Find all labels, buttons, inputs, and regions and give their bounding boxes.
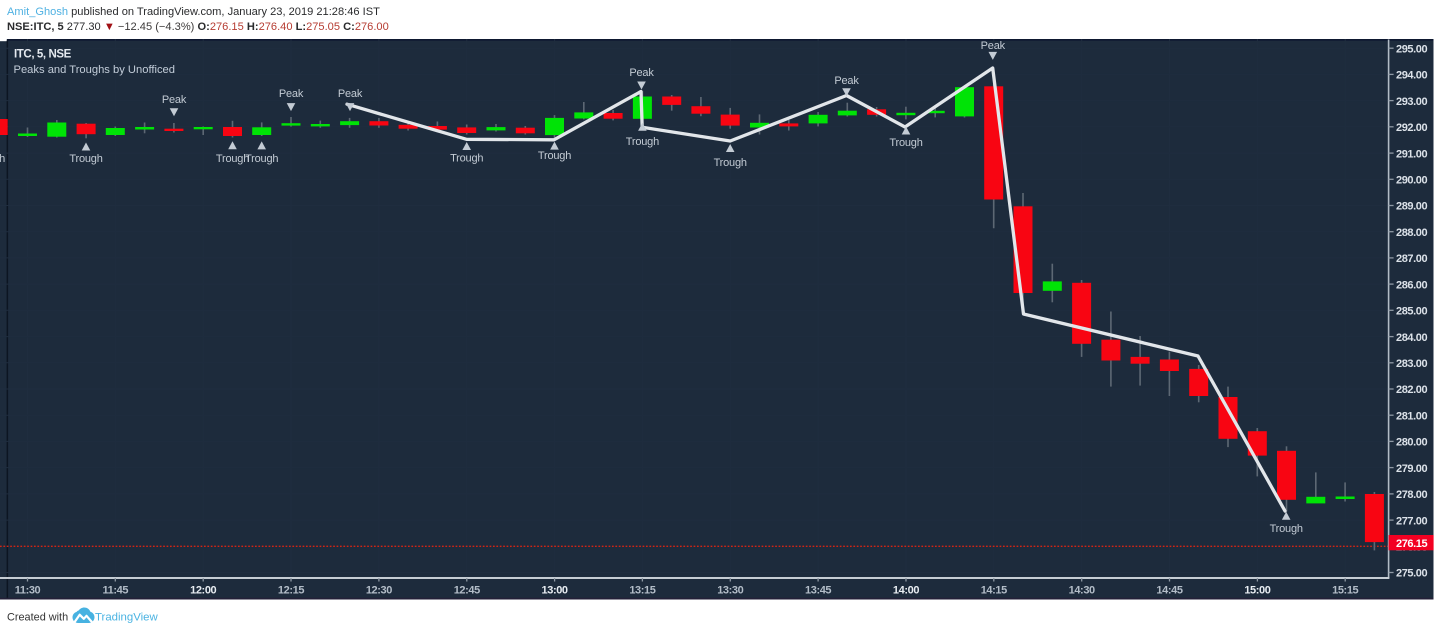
svg-text:Trough: Trough	[450, 152, 483, 164]
svg-text:280.00: 280.00	[1396, 437, 1428, 449]
svg-text:Trough: Trough	[1270, 523, 1303, 535]
svg-text:ITC, 5, NSE: ITC, 5, NSE	[14, 49, 72, 61]
svg-text:15:00: 15:00	[1244, 585, 1270, 597]
svg-text:286.00: 286.00	[1396, 279, 1428, 291]
svg-text:294.00: 294.00	[1396, 70, 1428, 82]
svg-text:11:45: 11:45	[103, 585, 129, 597]
svg-text:13:15: 13:15	[629, 585, 655, 597]
svg-text:12:30: 12:30	[366, 585, 392, 597]
svg-text:Peaks and Troughs by Unofficed: Peaks and Troughs by Unofficed	[14, 64, 176, 76]
svg-text:14:15: 14:15	[981, 585, 1007, 597]
svg-text:Trough: Trough	[626, 136, 659, 148]
svg-text:NSE:ITC, 5 277.30 ▼ −12.45 (−: NSE:ITC, 5 277.30 ▼ −12.45 (−4.3%) O:276…	[7, 21, 389, 33]
svg-text:14:30: 14:30	[1069, 585, 1095, 597]
svg-text:Amit_Ghosh published on Tradin: Amit_Ghosh published on TradingView.com,…	[7, 6, 380, 18]
svg-text:292.00: 292.00	[1396, 122, 1428, 134]
svg-text:Trough: Trough	[216, 153, 249, 165]
svg-text:Trough: Trough	[69, 153, 102, 165]
svg-text:Trough: Trough	[714, 157, 747, 169]
svg-text:11:30: 11:30	[15, 585, 41, 597]
svg-text:282.00: 282.00	[1396, 384, 1428, 396]
svg-text:277.00: 277.00	[1396, 515, 1428, 527]
svg-text:Peak: Peak	[162, 94, 187, 106]
svg-text:15:15: 15:15	[1332, 585, 1358, 597]
svg-text:281.00: 281.00	[1396, 410, 1428, 422]
svg-text:Trough: Trough	[245, 153, 278, 165]
svg-text:12:45: 12:45	[454, 585, 480, 597]
svg-text:Peak: Peak	[279, 88, 304, 100]
svg-text:289.00: 289.00	[1396, 201, 1428, 213]
svg-text:Peak: Peak	[629, 67, 654, 79]
svg-text:284.00: 284.00	[1396, 332, 1428, 344]
svg-text:291.00: 291.00	[1396, 148, 1428, 160]
svg-text:TradingView: TradingView	[95, 612, 158, 624]
svg-text:12:15: 12:15	[278, 585, 304, 597]
svg-text:Trough: Trough	[889, 137, 922, 149]
svg-text:285.00: 285.00	[1396, 306, 1428, 318]
svg-text:13:45: 13:45	[805, 585, 831, 597]
svg-text:276.15: 276.15	[1396, 538, 1428, 550]
svg-text:283.00: 283.00	[1396, 358, 1428, 370]
svg-text:Created with: Created with	[7, 612, 68, 624]
svg-text:Peak: Peak	[981, 40, 1006, 52]
svg-text:295.00: 295.00	[1396, 43, 1428, 55]
svg-text:293.00: 293.00	[1396, 96, 1428, 108]
svg-text:287.00: 287.00	[1396, 253, 1428, 265]
svg-text:Trough: Trough	[0, 153, 5, 165]
svg-text:Trough: Trough	[538, 150, 571, 162]
svg-text:Peak: Peak	[834, 75, 859, 87]
svg-text:279.00: 279.00	[1396, 463, 1428, 475]
svg-text:13:30: 13:30	[717, 585, 743, 597]
svg-text:275.00: 275.00	[1396, 568, 1428, 580]
svg-text:Peak: Peak	[338, 88, 363, 100]
svg-text:278.00: 278.00	[1396, 489, 1428, 501]
svg-text:290.00: 290.00	[1396, 175, 1428, 187]
svg-text:14:00: 14:00	[893, 585, 919, 597]
svg-text:14:45: 14:45	[1156, 585, 1182, 597]
svg-text:12:00: 12:00	[190, 585, 216, 597]
svg-text:13:00: 13:00	[542, 585, 568, 597]
svg-text:288.00: 288.00	[1396, 227, 1428, 239]
